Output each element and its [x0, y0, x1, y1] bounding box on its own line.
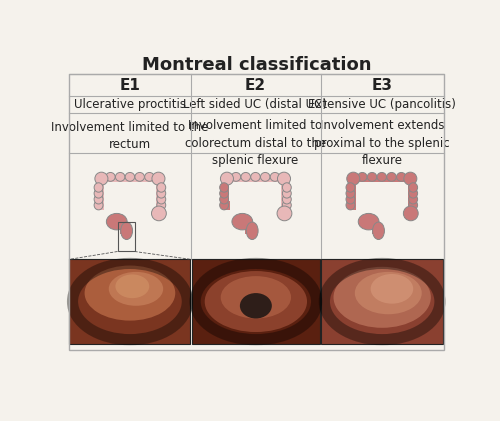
Ellipse shape [116, 274, 150, 298]
Ellipse shape [232, 213, 252, 230]
Ellipse shape [260, 173, 270, 181]
Bar [70, 259, 190, 344]
Ellipse shape [94, 183, 103, 192]
Bar [120, 229, 126, 234]
Ellipse shape [270, 173, 280, 181]
Text: Ulcerative proctitis: Ulcerative proctitis [74, 98, 186, 111]
Ellipse shape [157, 183, 166, 192]
Ellipse shape [408, 195, 418, 204]
Text: Left sided UC (distal UC): Left sided UC (distal UC) [184, 98, 328, 111]
Ellipse shape [355, 272, 422, 314]
Ellipse shape [152, 206, 166, 221]
Ellipse shape [246, 222, 258, 240]
Text: Involvement limited to
colorectum distal to the
splenic flexure: Involvement limited to colorectum distal… [185, 119, 326, 167]
Ellipse shape [396, 173, 406, 181]
Ellipse shape [372, 222, 384, 240]
Ellipse shape [94, 200, 103, 210]
Text: E1: E1 [120, 77, 141, 93]
Ellipse shape [106, 213, 127, 230]
Ellipse shape [152, 172, 165, 185]
Ellipse shape [120, 222, 132, 240]
Text: Involvement limited to the
rectum: Involvement limited to the rectum [51, 120, 208, 151]
Text: E3: E3 [372, 77, 392, 93]
Ellipse shape [250, 173, 260, 181]
Ellipse shape [144, 173, 154, 181]
Bar [224, 184, 230, 208]
Bar [68, 75, 444, 350]
Bar [192, 259, 320, 344]
Bar [372, 229, 378, 234]
Text: E2: E2 [245, 77, 266, 93]
Ellipse shape [109, 272, 163, 306]
Ellipse shape [334, 267, 431, 328]
Bar [118, 222, 134, 251]
Bar [246, 229, 252, 234]
Ellipse shape [408, 183, 418, 192]
Bar [106, 176, 154, 181]
Ellipse shape [106, 173, 115, 181]
Ellipse shape [220, 276, 291, 318]
Text: Involvement extends
proximal to the splenic
flexure: Involvement extends proximal to the sple… [314, 119, 450, 167]
Bar [224, 201, 230, 210]
Ellipse shape [231, 173, 240, 181]
Bar [98, 184, 104, 208]
Ellipse shape [370, 274, 413, 304]
Ellipse shape [240, 293, 272, 318]
Ellipse shape [84, 266, 176, 321]
Ellipse shape [404, 206, 418, 221]
Ellipse shape [282, 183, 292, 192]
Bar [98, 201, 104, 210]
Bar [282, 184, 288, 208]
Ellipse shape [94, 195, 103, 204]
Bar [156, 184, 162, 208]
Ellipse shape [125, 173, 134, 181]
Ellipse shape [347, 172, 360, 185]
Ellipse shape [157, 195, 166, 204]
Ellipse shape [241, 173, 250, 181]
Ellipse shape [346, 200, 355, 210]
Ellipse shape [116, 173, 125, 181]
Bar [231, 176, 280, 181]
Ellipse shape [278, 172, 290, 185]
Ellipse shape [346, 183, 355, 192]
Ellipse shape [220, 183, 228, 192]
Ellipse shape [358, 213, 379, 230]
Ellipse shape [346, 195, 355, 204]
Ellipse shape [220, 189, 228, 198]
Ellipse shape [135, 173, 144, 181]
Bar [350, 184, 356, 208]
Ellipse shape [94, 189, 103, 198]
Ellipse shape [277, 206, 292, 221]
Ellipse shape [282, 195, 292, 204]
Ellipse shape [282, 189, 292, 198]
Ellipse shape [220, 172, 234, 185]
Ellipse shape [408, 189, 418, 198]
Bar [358, 176, 406, 181]
Ellipse shape [220, 195, 228, 204]
Ellipse shape [204, 271, 307, 332]
Text: Montreal classification: Montreal classification [142, 56, 371, 74]
Ellipse shape [387, 173, 396, 181]
Ellipse shape [346, 189, 355, 198]
Bar [408, 184, 414, 208]
Ellipse shape [220, 200, 228, 210]
Ellipse shape [408, 200, 418, 210]
Ellipse shape [368, 173, 377, 181]
Ellipse shape [358, 173, 367, 181]
Ellipse shape [157, 200, 166, 210]
Ellipse shape [95, 172, 108, 185]
Ellipse shape [157, 189, 166, 198]
Bar [350, 201, 356, 210]
Ellipse shape [404, 172, 417, 185]
Text: Extensive UC (pancolitis): Extensive UC (pancolitis) [308, 98, 456, 111]
Bar [322, 259, 443, 344]
Ellipse shape [377, 173, 386, 181]
Ellipse shape [282, 200, 292, 210]
